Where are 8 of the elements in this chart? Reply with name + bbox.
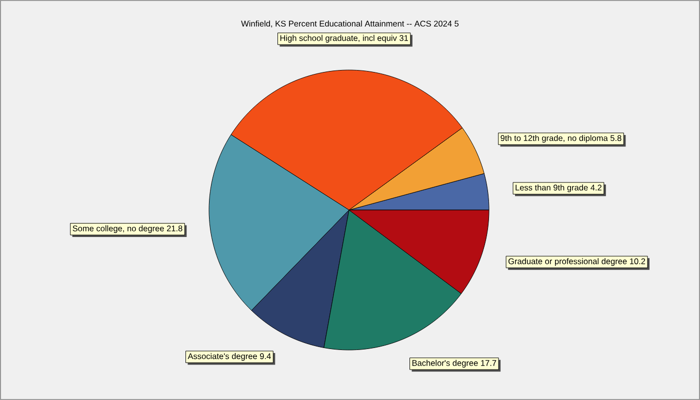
slice-label: Associate's degree 9.4 <box>188 353 271 361</box>
slice-label: Graduate or professional degree 10.2 <box>508 258 646 266</box>
chart-title: Winfield, KS Percent Educational Attainment -- ACS 2024 5 <box>241 20 459 28</box>
slice-label: Some college, no degree 21.8 <box>72 225 182 233</box>
slice-label: Less than 9th grade 4.2 <box>516 184 602 192</box>
slice-label: Bachelor's degree 17.7 <box>412 360 496 368</box>
slice-label: High school graduate, incl equiv 31 <box>280 34 408 43</box>
slice-label: 9th to 12th grade, no diploma 5.8 <box>500 134 622 143</box>
